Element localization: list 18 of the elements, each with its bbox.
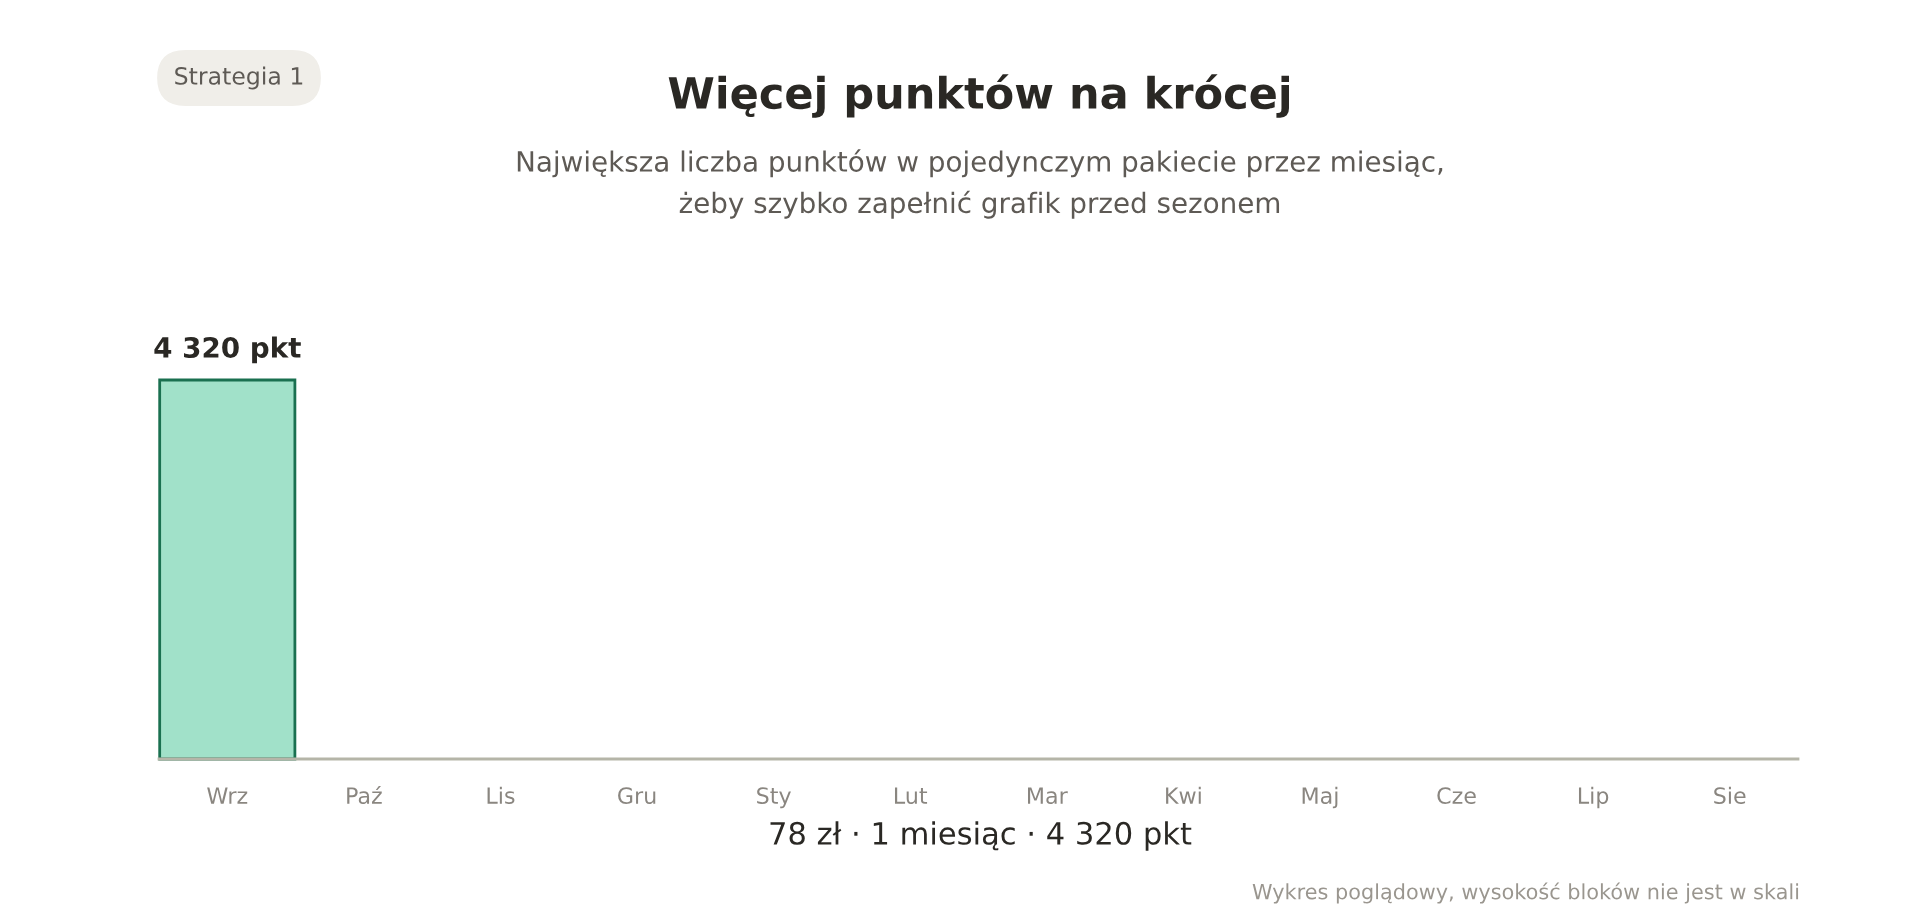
x-tick-label: Lip [1578, 786, 1609, 809]
x-tick-label: Kwi [1166, 786, 1201, 804]
x-tick-label: Gru [618, 787, 656, 804]
x-tick-label: Lis [487, 786, 515, 804]
x-tick-label: Lut [894, 787, 928, 804]
chart-title: Więcej punktów na krócej [668, 74, 1289, 118]
x-tick-label: Maj [1302, 786, 1338, 809]
x-axis-title: 78 zł · 1 miesiąc · 4 320 pkt [770, 821, 1192, 851]
x-tick-label: Wrz [207, 787, 248, 804]
data-label: 4 320 pkt [154, 336, 301, 364]
chart-subtitle: Największa liczba punktów w pojedynczym pakiecie przez miesiąc, żeby szybko zapełnić grafik przed sezonem [517, 149, 1443, 219]
x-tick-label: Sie [1714, 786, 1746, 804]
x-tick-label: Sty [757, 787, 791, 809]
x-tick-label: Cze [1437, 787, 1476, 804]
text: Strategia 1 [175, 66, 303, 90]
text: Wykres poglądowy, wysokość bloków nie jest w skali [1252, 882, 1799, 904]
x-tick-label: Mar [1028, 787, 1068, 804]
x-tick-label: Paź [347, 785, 382, 804]
